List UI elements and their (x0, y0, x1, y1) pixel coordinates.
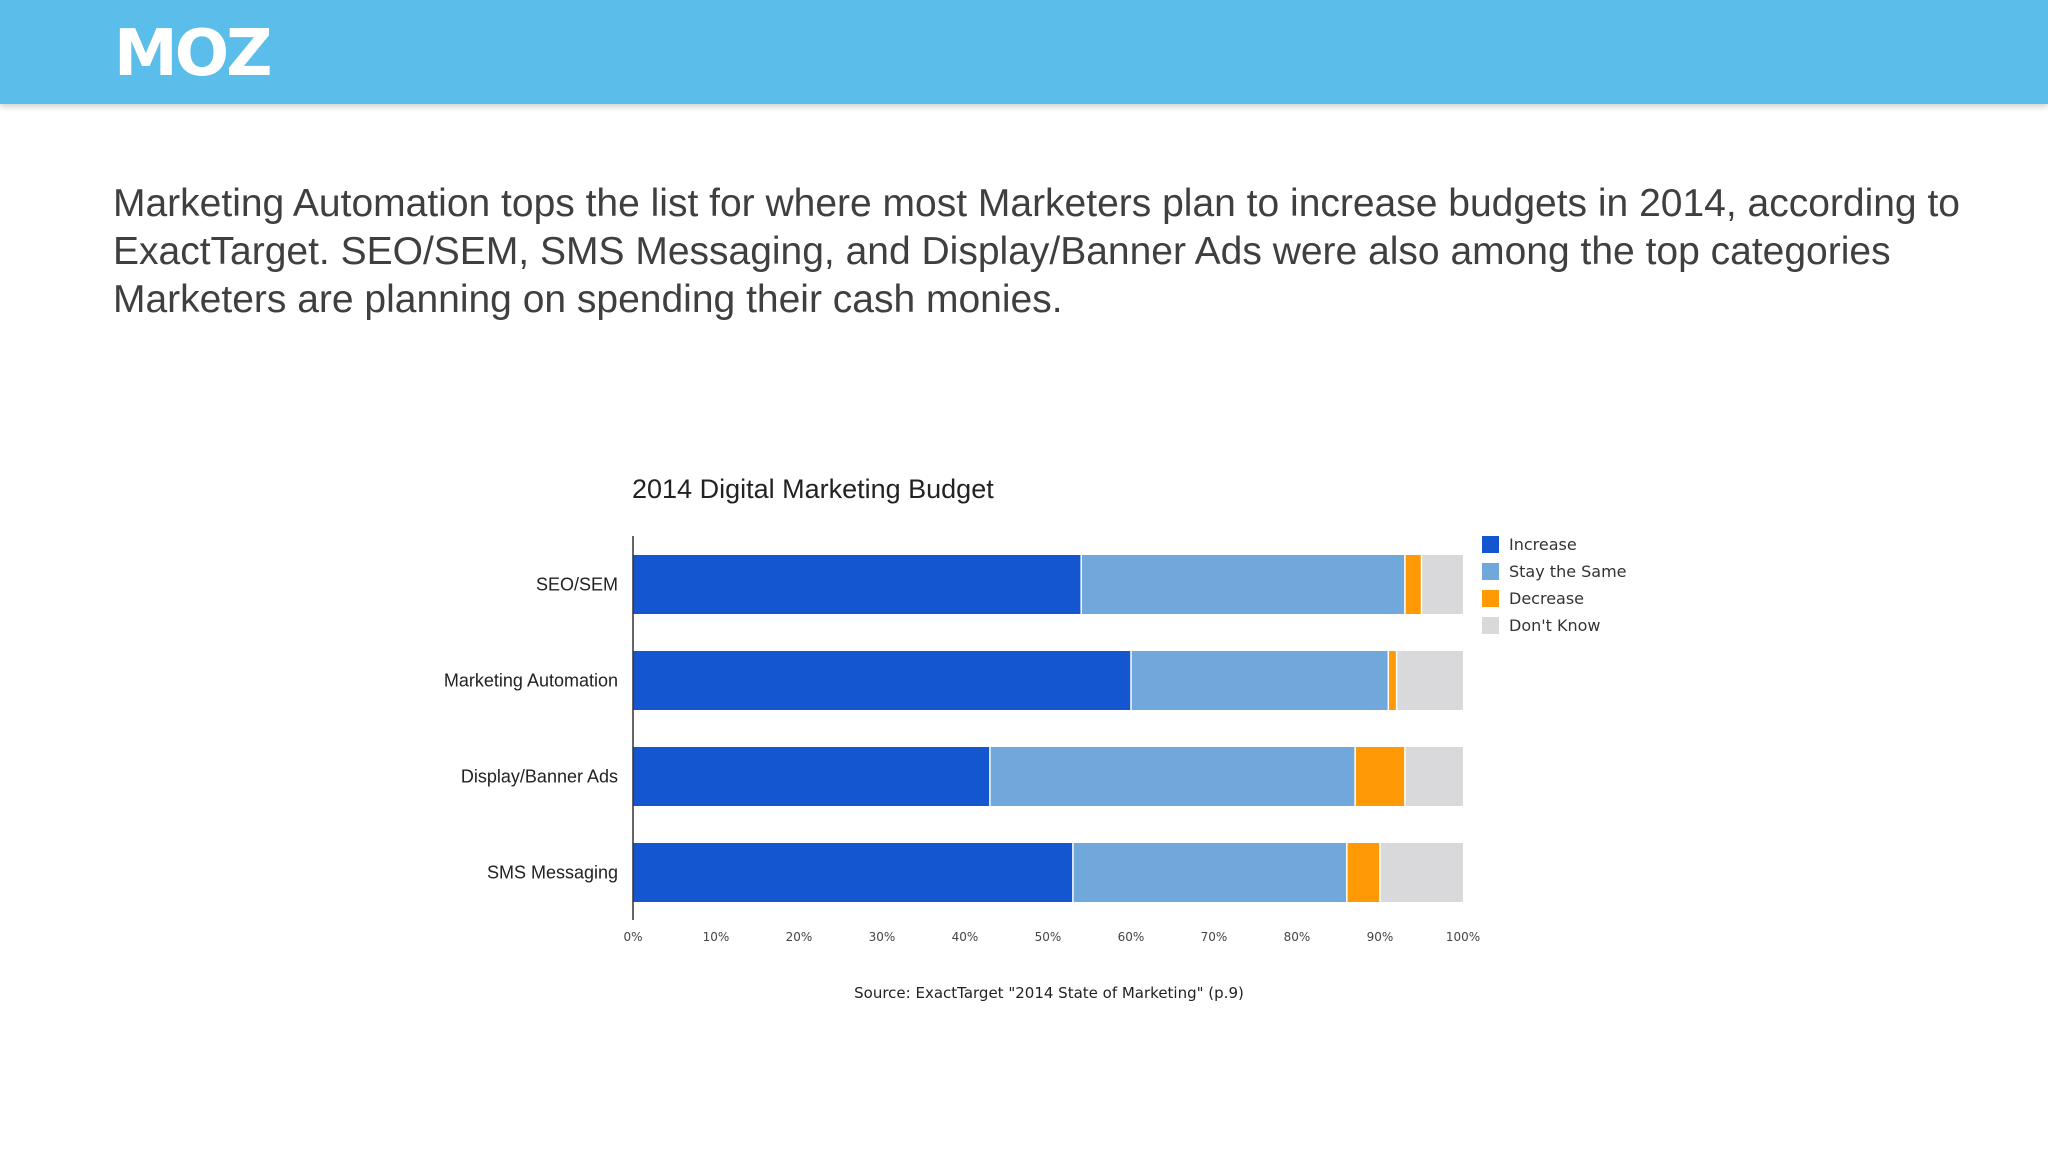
bar-0-3 (1421, 555, 1463, 614)
plot-area: SEO/SEM Marketing Automation Display/Banne… (444, 536, 1480, 944)
x-tick-label: 30% (869, 930, 896, 944)
x-tick-label: 40% (952, 930, 979, 944)
legend-swatch (1482, 563, 1499, 580)
bar-1-3 (1396, 651, 1463, 710)
category-label: SEO/SEM (536, 575, 618, 595)
bar-3-3 (1380, 843, 1463, 902)
bar-1-1 (1131, 651, 1389, 710)
chart-legend: Increase Stay the Same Decrease Don't Know (1482, 535, 1627, 635)
x-tick-label: 90% (1367, 930, 1394, 944)
intro-paragraph: Marketing Automation tops the list for w… (113, 182, 1960, 321)
bar-0-1 (1081, 555, 1405, 614)
legend-swatch (1482, 590, 1499, 607)
chart-title: 2014 Digital Marketing Budget (632, 474, 994, 504)
moz-logo: MOZ (114, 17, 272, 91)
bar-2-0 (633, 747, 990, 806)
bar-0-0 (633, 555, 1082, 614)
legend-label: Stay the Same (1509, 562, 1627, 581)
x-tick-label: 60% (1118, 930, 1145, 944)
chart-source: Source: ExactTarget "2014 State of Marke… (854, 984, 1244, 1002)
bar-3-2 (1346, 843, 1380, 902)
x-tick-label: 70% (1201, 930, 1228, 944)
category-label: Marketing Automation (444, 671, 618, 691)
bar-1-2 (1388, 651, 1397, 710)
legend-swatch (1482, 617, 1499, 634)
category-label: SMS Messaging (487, 863, 618, 883)
bar-0-2 (1404, 555, 1422, 614)
bar-3-0 (633, 843, 1073, 902)
x-tick-label: 20% (786, 930, 813, 944)
bar-2-3 (1404, 747, 1463, 806)
legend-label: Increase (1509, 535, 1577, 554)
bar-2-1 (989, 747, 1356, 806)
legend-swatch (1482, 536, 1499, 553)
bar-1-0 (633, 651, 1131, 710)
x-tick-label: 10% (703, 930, 730, 944)
legend-label: Don't Know (1509, 616, 1601, 635)
bar-3-1 (1072, 843, 1347, 902)
category-label: Display/Banner Ads (461, 767, 618, 787)
x-tick-label: 80% (1284, 930, 1311, 944)
x-tick-label: 0% (623, 930, 642, 944)
header-bar: MOZ (0, 0, 2048, 104)
bar-2-2 (1355, 747, 1405, 806)
x-tick-label: 50% (1035, 930, 1062, 944)
legend-label: Decrease (1509, 589, 1584, 608)
x-tick-label: 100% (1446, 930, 1480, 944)
